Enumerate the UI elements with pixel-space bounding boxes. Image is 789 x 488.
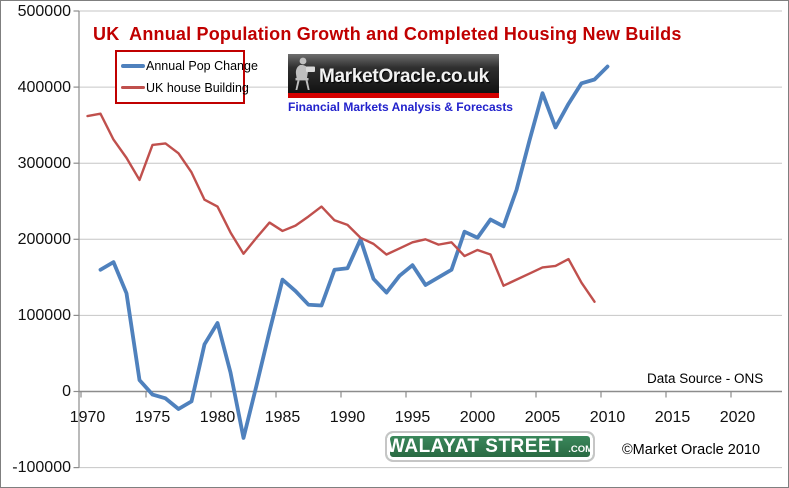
sign-main-text: WALAYAT STREET	[386, 435, 564, 457]
sign-suffix-text: .COM	[568, 443, 594, 455]
legend-label: Annual Pop Change	[146, 59, 258, 74]
seated-reader-icon	[295, 57, 315, 90]
y-axis-label-0: 0	[62, 383, 71, 400]
legend: Annual Pop Change UK house Building	[115, 50, 258, 104]
x-axis-label-2015: 2015	[654, 409, 691, 426]
legend-item-annual-pop-change: Annual Pop Change	[121, 59, 258, 73]
chart-title: UK Annual Population Growth and Complete…	[93, 24, 682, 44]
logo-brand-text: MarketOracle.co.uk	[319, 66, 489, 87]
house-building-line	[86, 112, 596, 303]
y-axis-label-100000: 100000	[17, 306, 71, 324]
market-oracle-logo: MarketOracle.co.uk Financial Markets Ana…	[288, 54, 513, 114]
x-axis-label-1975: 1975	[134, 409, 171, 426]
legend-label: UK house Building	[146, 80, 249, 95]
x-axis-label-2000: 2000	[459, 409, 496, 426]
legend-line-swatch	[121, 64, 145, 69]
x-axis-label-1970: 1970	[69, 409, 106, 426]
legend-item-uk-house-building: UK house Building	[121, 81, 249, 95]
logo-tagline: Financial Markets Analysis & Forecasts	[288, 100, 513, 114]
walayat-street-sign: WALAYAT STREET .COM	[385, 431, 595, 462]
y-axis-label-200000: 200000	[17, 230, 71, 248]
logo-banner: MarketOracle.co.uk	[288, 54, 499, 93]
x-axis-label-2005: 2005	[524, 409, 561, 426]
x-axis-label-2010: 2010	[589, 409, 626, 426]
x-axis-label-1985: 1985	[264, 409, 301, 426]
logo-red-stripe	[288, 93, 499, 98]
y-axis-label--100000: -100000	[12, 459, 71, 477]
x-axis-label-1980: 1980	[199, 409, 236, 426]
data-source-note: Data Source - ONS	[647, 371, 764, 386]
legend-line-swatch	[121, 86, 145, 90]
pop-change-line	[98, 64, 610, 440]
y-axis-label-300000: 300000	[17, 154, 71, 172]
x-axis-label-1995: 1995	[394, 409, 431, 426]
x-axis-label-2020: 2020	[719, 409, 756, 426]
y-axis-label-400000: 400000	[17, 78, 71, 96]
x-axis-label-1990: 1990	[329, 409, 366, 426]
copyright-note: ©Market Oracle 2010	[622, 442, 761, 458]
y-axis-label-500000: 500000	[17, 2, 71, 20]
